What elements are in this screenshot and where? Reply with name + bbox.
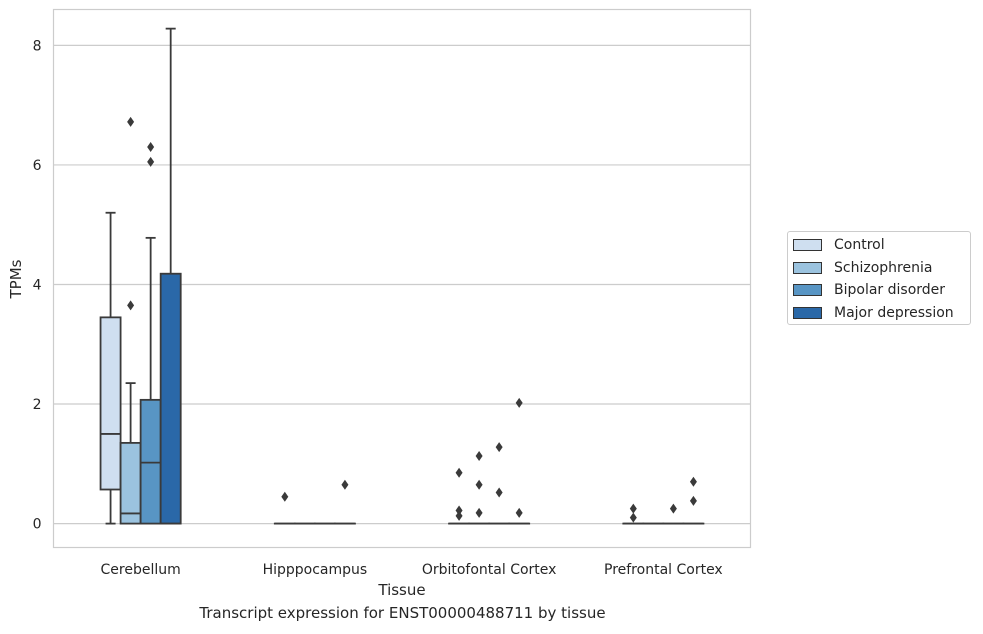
y-tick-label-0: 0 [33, 517, 42, 533]
y-tick-label-6: 6 [33, 158, 42, 174]
legend-label-bipolar-disorder: Bipolar disorder [834, 282, 946, 298]
legend: Control Schizophrenia Bipolar disorder M… [787, 231, 971, 325]
box-bipolar-disorder-cerebellum [139, 141, 162, 525]
box-major-depression-prefrontal-cortex [682, 476, 705, 525]
box-body [99, 316, 122, 491]
outlier-point-0 [475, 507, 483, 518]
x-tick-label-hipppocampus: Hipppocampus [263, 562, 368, 578]
x-tick-label-prefrontal-cortex: Prefrontal Cortex [604, 562, 723, 578]
legend-label-major-depression: Major depression [834, 304, 954, 321]
outlier-point-0 [127, 300, 135, 311]
outlier-point-0 [669, 503, 677, 514]
legend-item-bipolar-disorder: Bipolar disorder [793, 280, 945, 300]
y-tick-label-8: 8 [33, 38, 42, 54]
box-major-depression-cerebellum [159, 27, 182, 525]
box-control-orbitofontal-cortex [448, 467, 470, 525]
legend-swatch-major-depression [793, 306, 822, 319]
outlier-point-0 [147, 156, 155, 167]
box-bipolar-disorder-orbitofontal-cortex [488, 442, 511, 525]
outlier-point-1 [147, 141, 155, 152]
box-control-cerebellum [99, 211, 122, 525]
legend-item-major-depression: Major depression [793, 303, 954, 323]
box-control-prefrontal-cortex [622, 503, 645, 525]
chart-title: Transcript expression for ENST0000048871… [199, 604, 606, 622]
x-tick-label-cerebellum: Cerebellum [101, 562, 181, 578]
plot-frame [52, 8, 752, 549]
y-axis-ticks: 0 2 4 6 8 [33, 38, 42, 532]
box-plots [99, 27, 705, 525]
box-body [119, 441, 142, 525]
outlier-point-0 [629, 503, 637, 514]
outlier-point-0 [341, 479, 349, 490]
outlier-point-1 [515, 397, 523, 408]
outlier-point-2 [475, 451, 483, 462]
box-control-hipppocampus [273, 491, 296, 525]
legend-item-control: Control [793, 235, 885, 255]
outlier-point-0 [495, 487, 503, 498]
legend-swatch-schizophrenia [793, 261, 822, 274]
outlier-point-1 [495, 442, 503, 453]
outlier-point-0 [689, 495, 697, 506]
y-tick-label-4: 4 [33, 277, 42, 293]
outlier-point-0 [281, 491, 289, 502]
legend-item-schizophrenia: Schizophrenia [793, 258, 932, 278]
box-major-depression-orbitofontal-cortex [508, 397, 531, 525]
outlier-point-1 [455, 505, 463, 516]
box-body [159, 272, 182, 525]
legend-label-schizophrenia: Schizophrenia [834, 259, 933, 276]
outlier-point-1 [127, 116, 135, 127]
outlier-point-0 [455, 467, 463, 478]
legend-swatch-bipolar-disorder [793, 284, 822, 296]
outlier-point-1 [689, 476, 697, 487]
y-tick-label-2: 2 [33, 397, 42, 413]
outlier-point-1 [475, 479, 483, 490]
x-axis-ticks: Cerebellum Hipppocampus Orbitofontal Corte… [101, 562, 723, 578]
box-schizophrenia-orbitofontal-cortex [468, 451, 491, 525]
box-schizophrenia-cerebellum [119, 116, 142, 525]
box-major-depression-hipppocampus [334, 479, 356, 525]
box-bipolar-disorder-prefrontal-cortex [662, 503, 685, 525]
legend-swatch-control [793, 239, 822, 251]
outlier-point-2 [455, 510, 463, 521]
y-axis-label: TPMs [7, 259, 25, 299]
outlier-point-1 [629, 512, 637, 523]
outlier-point-0 [515, 507, 523, 518]
legend-label-control: Control [834, 237, 885, 253]
x-tick-label-orbitofontal-cortex: Orbitofontal Cortex [422, 562, 557, 578]
x-axis-label: Tissue [377, 581, 425, 599]
